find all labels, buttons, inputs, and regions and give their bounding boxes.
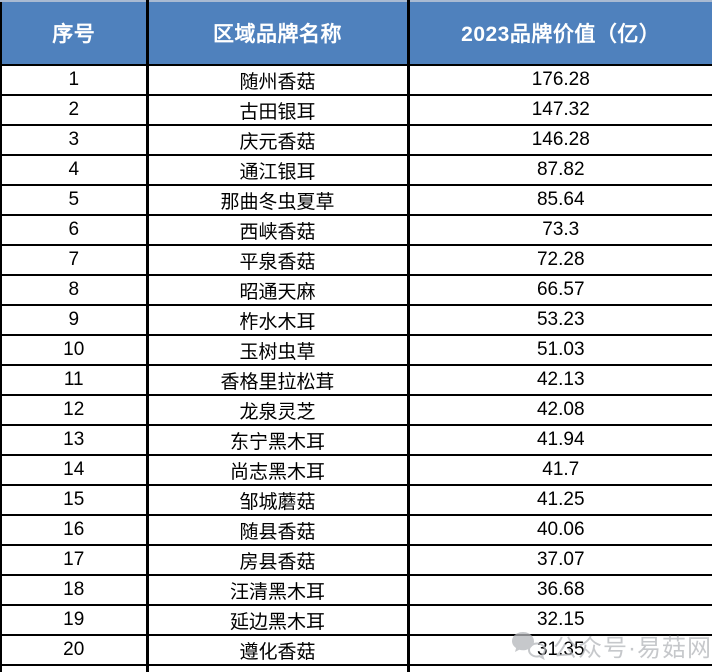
brand-name-cell: 通江银耳: [145, 154, 409, 186]
table-body: 1 随州香菇 176.28 2 古田银耳 147.32 3 庆元香菇 146.2…: [0, 64, 712, 666]
brand-name-cell: 延边黑木耳: [145, 604, 409, 636]
brand-name-cell: 昭通天麻: [145, 274, 409, 306]
table-row: 16 随县香菇 40.06: [0, 514, 712, 546]
rank-cell: 11: [0, 364, 148, 396]
brand-value-cell: 42.13: [406, 364, 712, 396]
brand-value-cell: 87.82: [406, 154, 712, 186]
rank-cell: 12: [0, 394, 148, 426]
table-row: 2 古田银耳 147.32: [0, 94, 712, 126]
brand-value-cell: 42.08: [406, 394, 712, 426]
brand-value-cell: 72.28: [406, 244, 712, 276]
header-row: 序号 区域品牌名称 2023品牌价值（亿）: [0, 0, 712, 66]
rank-cell: 18: [0, 574, 148, 606]
table-row: 4 通江银耳 87.82: [0, 154, 712, 186]
table-row: 11 香格里拉松茸 42.13: [0, 364, 712, 396]
brand-name-cell: 随州香菇: [145, 64, 409, 96]
brand-value-cell: 146.28: [406, 124, 712, 156]
brand-value-cell: 147.32: [406, 94, 712, 126]
brand-value-cell: 53.23: [406, 304, 712, 336]
rank-cell: 16: [0, 514, 148, 546]
brand-name-cell: 西峡香菇: [145, 214, 409, 246]
table-row: 19 延边黑木耳 32.15: [0, 604, 712, 636]
clipped-row: [0, 664, 712, 672]
rank-cell: 17: [0, 544, 148, 576]
brand-value-cell: 32.15: [406, 604, 712, 636]
brand-name-cell: 房县香菇: [145, 544, 409, 576]
rank-cell: 4: [0, 154, 148, 186]
rank-cell: 1: [0, 64, 148, 96]
rank-cell: 13: [0, 424, 148, 456]
header-rank: 序号: [0, 0, 148, 66]
brand-value-cell: 66.57: [406, 274, 712, 306]
brand-value-cell: 73.3: [406, 214, 712, 246]
table-row: 17 房县香菇 37.07: [0, 544, 712, 576]
brand-name-cell: 平泉香菇: [145, 244, 409, 276]
table-row: 7 平泉香菇 72.28: [0, 244, 712, 276]
brand-name-cell: 邹城蘑菇: [145, 484, 409, 516]
rank-cell: 14: [0, 454, 148, 486]
rank-cell: 6: [0, 214, 148, 246]
brand-value-cell: 85.64: [406, 184, 712, 216]
rank-cell: 5: [0, 184, 148, 216]
brand-name-cell: 庆元香菇: [145, 124, 409, 156]
brand-value-cell: 51.03: [406, 334, 712, 366]
table-row: 3 庆元香菇 146.28: [0, 124, 712, 156]
table-row: 20 遵化香菇 31.35: [0, 634, 712, 666]
table-row: 18 汪清黑木耳 36.68: [0, 574, 712, 606]
rank-cell: 19: [0, 604, 148, 636]
brand-value-cell: 37.07: [406, 544, 712, 576]
rank-cell: 8: [0, 274, 148, 306]
header-brand-value: 2023品牌价值（亿）: [406, 0, 712, 66]
brand-name-cell: 柞水木耳: [145, 304, 409, 336]
brand-name-cell: 东宁黑木耳: [145, 424, 409, 456]
table-row: 14 尚志黑木耳 41.7: [0, 454, 712, 486]
brand-value-cell: 41.25: [406, 484, 712, 516]
table-row: 8 昭通天麻 66.57: [0, 274, 712, 306]
brand-name-cell: 汪清黑木耳: [145, 574, 409, 606]
clipped-cell: [406, 664, 712, 672]
table-row: 10 玉树虫草 51.03: [0, 334, 712, 366]
table-header: 序号 区域品牌名称 2023品牌价值（亿）: [0, 0, 712, 66]
brand-name-cell: 那曲冬虫夏草: [145, 184, 409, 216]
clipped-partial-row: [0, 664, 712, 672]
table-row: 5 那曲冬虫夏草 85.64: [0, 184, 712, 216]
clipped-cell: [145, 664, 409, 672]
rank-cell: 15: [0, 484, 148, 516]
brand-name-cell: 遵化香菇: [145, 634, 409, 666]
brand-name-cell: 随县香菇: [145, 514, 409, 546]
table-row: 1 随州香菇 176.28: [0, 64, 712, 96]
brand-value-cell: 36.68: [406, 574, 712, 606]
table-row: 6 西峡香菇 73.3: [0, 214, 712, 246]
brand-name-cell: 古田银耳: [145, 94, 409, 126]
clipped-cell: [0, 664, 148, 672]
brand-value-cell: 31.35: [406, 634, 712, 666]
rank-cell: 10: [0, 334, 148, 366]
table-row: 13 东宁黑木耳 41.94: [0, 424, 712, 456]
brand-name-cell: 玉树虫草: [145, 334, 409, 366]
rank-cell: 3: [0, 124, 148, 156]
brand-value-cell: 176.28: [406, 64, 712, 96]
rank-cell: 9: [0, 304, 148, 336]
brand-name-cell: 龙泉灵芝: [145, 394, 409, 426]
header-brand-name: 区域品牌名称: [145, 0, 409, 66]
brand-name-cell: 香格里拉松茸: [145, 364, 409, 396]
brand-name-cell: 尚志黑木耳: [145, 454, 409, 486]
table-row: 12 龙泉灵芝 42.08: [0, 394, 712, 426]
rank-cell: 20: [0, 634, 148, 666]
brand-value-cell: 41.7: [406, 454, 712, 486]
rank-cell: 7: [0, 244, 148, 276]
rank-cell: 2: [0, 94, 148, 126]
brand-value-cell: 41.94: [406, 424, 712, 456]
brand-value-cell: 40.06: [406, 514, 712, 546]
table-row: 15 邹城蘑菇 41.25: [0, 484, 712, 516]
table-row: 9 柞水木耳 53.23: [0, 304, 712, 336]
